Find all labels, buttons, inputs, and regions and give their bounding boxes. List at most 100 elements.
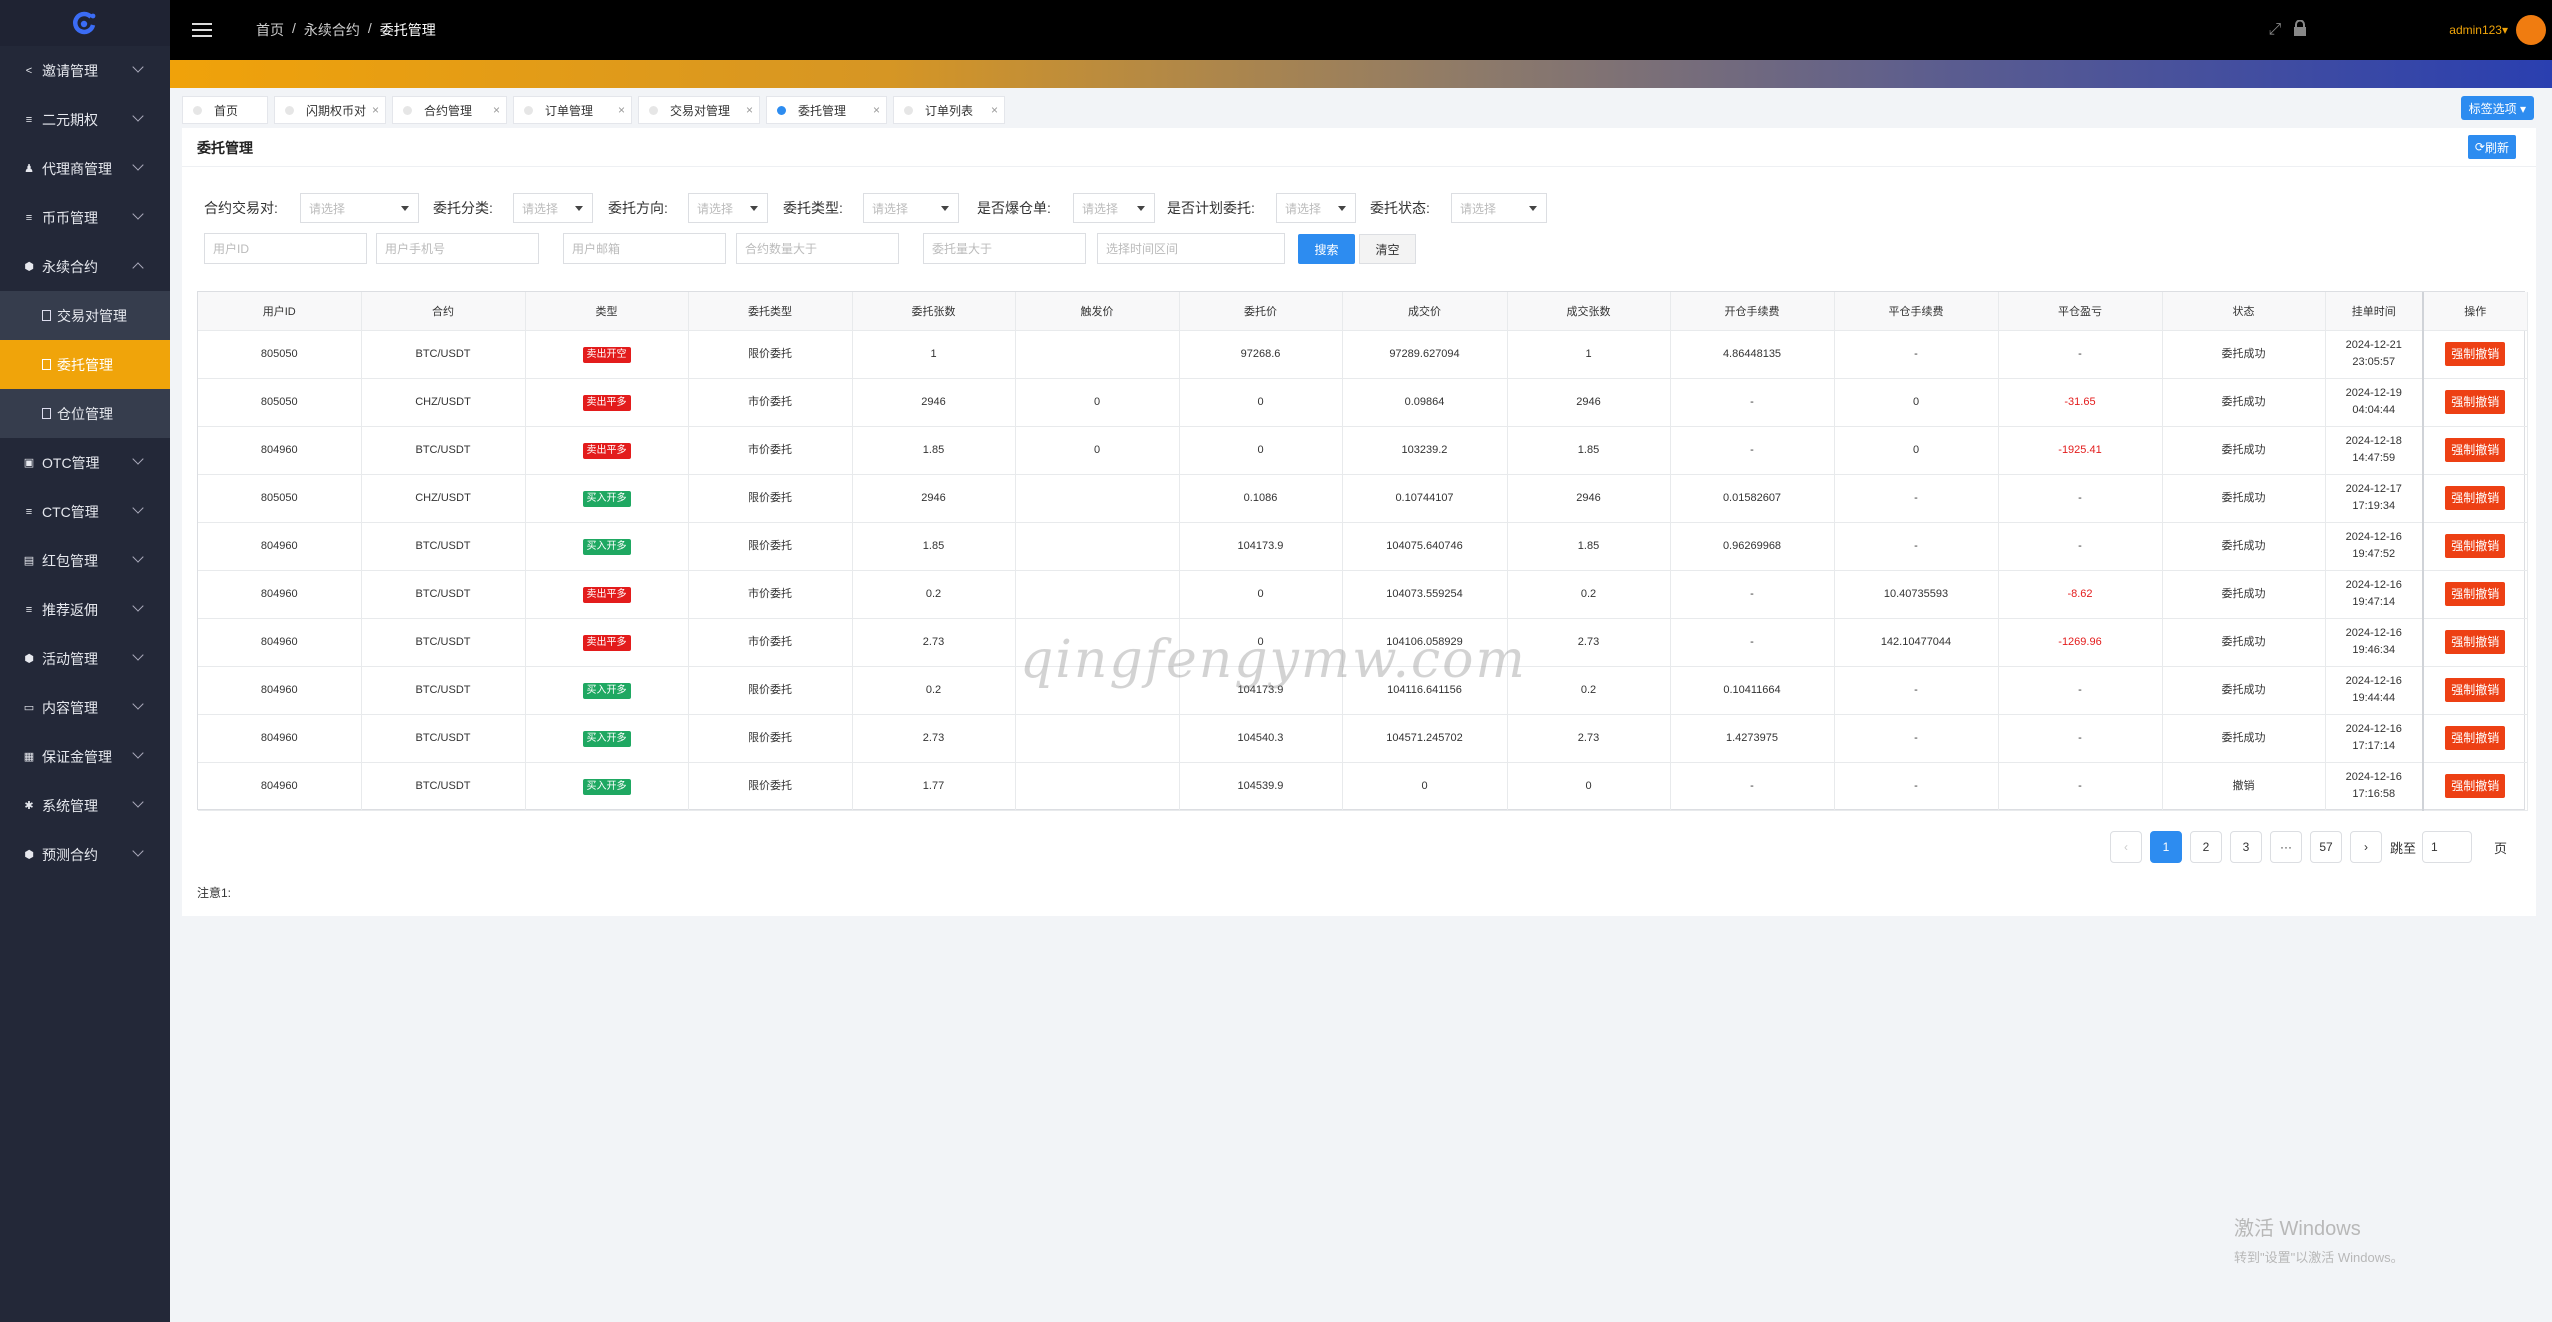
page-button[interactable]: 57 <box>2310 831 2342 863</box>
filter-input[interactable]: 用户手机号 <box>376 233 539 264</box>
filter-select[interactable]: 请选择 <box>1276 193 1356 223</box>
sidebar-item[interactable]: ≡ CTC管理 <box>0 487 170 536</box>
force-cancel-button[interactable]: 强制撤销 <box>2445 630 2506 654</box>
filter-input[interactable]: 用户邮箱 <box>563 233 726 264</box>
close-icon[interactable]: × <box>371 103 379 117</box>
sidebar-item[interactable]: ⬢ 永续合约 <box>0 242 170 291</box>
tab-item[interactable]: 委托管理 × <box>766 96 887 124</box>
gear-icon: ✱ <box>24 800 34 812</box>
filter-select[interactable]: 请选择 <box>1073 193 1155 223</box>
sidebar-item[interactable]: ≡ 二元期权 <box>0 95 170 144</box>
sidebar-subitem[interactable]: 交易对管理 <box>0 291 170 340</box>
cell-type: 卖出平多 <box>525 378 689 427</box>
force-cancel-button[interactable]: 强制撤销 <box>2445 582 2506 606</box>
page-button[interactable]: 2 <box>2190 831 2222 863</box>
sidebar-item[interactable]: ▤ 红包管理 <box>0 536 170 585</box>
page-button[interactable]: 1 <box>2150 831 2182 863</box>
force-cancel-button[interactable]: 强制撤销 <box>2445 534 2506 558</box>
filter-select[interactable]: 请选择 <box>300 193 419 223</box>
sidebar-subitem[interactable]: 仓位管理 <box>0 389 170 438</box>
order-date: 2024-12-16 <box>2345 723 2402 735</box>
cell-time: 2024-12-16 19:44:44 <box>2325 666 2424 715</box>
cell-otype: 限价委托 <box>688 666 853 715</box>
sidebar-item[interactable]: ✱ 系统管理 <box>0 781 170 830</box>
refresh-button[interactable]: ⟳ 刷新 <box>2467 135 2516 159</box>
cell-type: 买入开多 <box>525 474 689 523</box>
filter-select[interactable]: 请选择 <box>863 193 959 223</box>
force-cancel-button[interactable]: 强制撤销 <box>2445 486 2506 510</box>
breadcrumb-perpetual[interactable]: 永续合约 <box>303 22 360 38</box>
filter-select[interactable]: 请选择 <box>513 193 593 223</box>
jump-input[interactable]: 1 <box>2422 831 2473 863</box>
force-cancel-button[interactable]: 强制撤销 <box>2445 390 2506 414</box>
clear-button[interactable]: 清空 <box>1359 234 1416 264</box>
tab-item[interactable]: 订单管理 × <box>513 96 632 124</box>
page-button[interactable]: 3 <box>2230 831 2262 863</box>
force-cancel-button[interactable]: 强制撤销 <box>2445 678 2506 702</box>
tab-options-button[interactable]: 标签选项 ▾ <box>2460 96 2534 120</box>
breadcrumb-home[interactable]: 首页 <box>256 22 284 38</box>
sidebar-item[interactable]: ⬢ 预测合约 <box>0 830 170 879</box>
order-time: 17:16:58 <box>2352 788 2396 800</box>
filter-input[interactable]: 合约数量大于 <box>736 233 899 264</box>
cell-open-fee: 0.01582607 <box>1670 474 1835 523</box>
close-icon[interactable]: × <box>990 103 998 117</box>
sidebar-item[interactable]: ▭ 内容管理 <box>0 683 170 732</box>
sidebar-item[interactable]: < 邀请管理 <box>0 46 170 95</box>
cell-status: 委托成功 <box>2162 714 2326 763</box>
breadcrumb-current: 委托管理 <box>379 22 436 38</box>
filter-input[interactable]: 选择时间区间 <box>1097 233 1285 264</box>
next-page-icon[interactable]: › <box>2350 831 2382 863</box>
cell-qty: 1 <box>852 330 1016 379</box>
menu-toggle-icon[interactable] <box>192 23 212 37</box>
tab-item[interactable]: 闪期权币对 × <box>274 96 386 124</box>
cell-trigger <box>1015 666 1180 715</box>
cell-deal-price: 0 <box>1342 762 1508 811</box>
cell-trigger <box>1015 330 1180 379</box>
order-time: 04:04:44 <box>2352 404 2396 416</box>
close-icon[interactable]: × <box>745 103 753 117</box>
column-header: 合约 <box>361 292 526 331</box>
close-icon[interactable]: × <box>492 103 500 117</box>
filter-label: 是否计划委托: <box>1167 200 1255 216</box>
force-cancel-button[interactable]: 强制撤销 <box>2445 438 2506 462</box>
page-button[interactable]: ··· <box>2270 831 2302 863</box>
tab-item[interactable]: 首页 <box>182 96 268 124</box>
search-button[interactable]: 搜索 <box>1298 234 1355 264</box>
fullscreen-icon[interactable]: ⤢ <box>2268 21 2282 38</box>
force-cancel-button[interactable]: 强制撤销 <box>2445 774 2506 798</box>
tab-item[interactable]: 合约管理 × <box>392 96 507 124</box>
cell-price: 0 <box>1179 618 1343 667</box>
sidebar-item[interactable]: ♟ 代理商管理 <box>0 144 170 193</box>
tab-item[interactable]: 订单列表 × <box>893 96 1005 124</box>
sidebar-item[interactable]: ▣ OTC管理 <box>0 438 170 487</box>
column-header: 开仓手续费 <box>1670 292 1835 331</box>
cell-type: 卖出开空 <box>525 330 689 379</box>
prev-page-icon[interactable]: ‹ <box>2110 831 2142 863</box>
sidebar-item[interactable]: ▦ 保证金管理 <box>0 732 170 781</box>
order-type-badge: 卖出平多 <box>582 442 631 459</box>
sidebar-item[interactable]: ≡ 币币管理 <box>0 193 170 242</box>
cell-type: 买入开多 <box>525 666 689 715</box>
force-cancel-button[interactable]: 强制撤销 <box>2445 342 2506 366</box>
sidebar-item[interactable]: ≡ 推荐返佣 <box>0 585 170 634</box>
cell-pnl: - <box>1998 330 2163 379</box>
avatar[interactable] <box>2516 15 2546 45</box>
orders-table: 用户ID 合约 类型 委托类型 委托张数 触发价 委托价 成交价 成交张数 开仓手续费 平仓手续费平… <box>197 291 2528 811</box>
cell-pnl: -8.62 <box>1998 570 2163 619</box>
filter-select[interactable]: 请选择 <box>1451 193 1547 223</box>
force-cancel-button[interactable]: 强制撤销 <box>2445 726 2506 750</box>
close-icon[interactable]: × <box>617 103 625 117</box>
filter-input[interactable]: 用户ID <box>204 233 367 264</box>
lock-icon[interactable] <box>2293 19 2307 41</box>
user-menu[interactable]: admin123▾ <box>2449 23 2508 37</box>
cell-status: 委托成功 <box>2162 570 2326 619</box>
box-icon: ⬢ <box>24 849 34 861</box>
tab-item[interactable]: 交易对管理 × <box>638 96 760 124</box>
sidebar-subitem[interactable]: 委托管理 <box>0 340 170 389</box>
order-time: 19:47:52 <box>2352 548 2396 560</box>
sidebar-item[interactable]: ⬢ 活动管理 <box>0 634 170 683</box>
filter-select[interactable]: 请选择 <box>688 193 768 223</box>
close-icon[interactable]: × <box>872 103 880 117</box>
filter-input[interactable]: 委托量大于 <box>923 233 1086 264</box>
